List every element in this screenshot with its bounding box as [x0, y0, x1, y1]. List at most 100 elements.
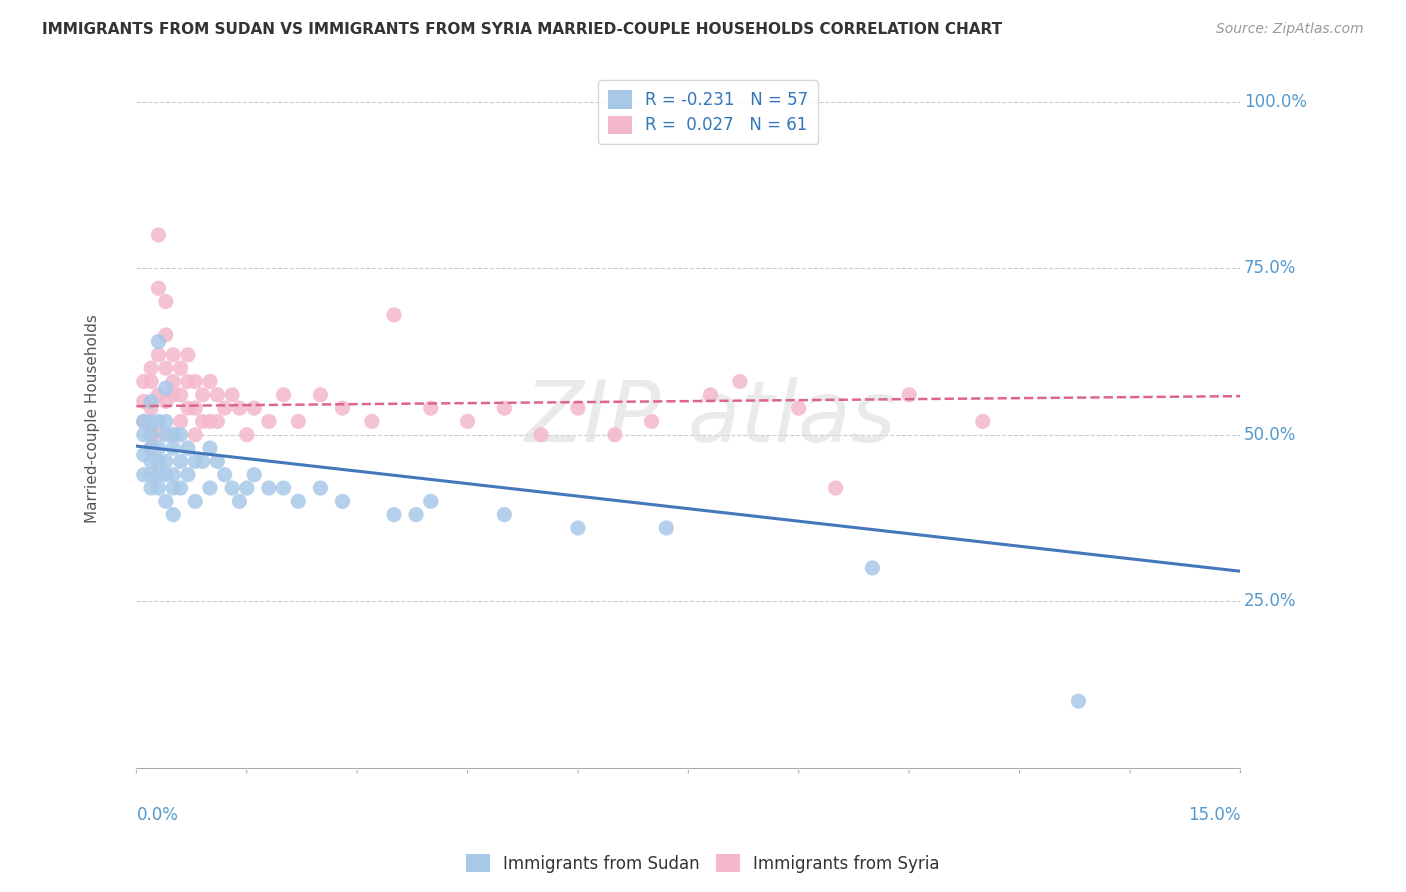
Point	[132, 467, 155, 482]
Point	[139, 414, 162, 428]
Point	[155, 361, 177, 376]
Point	[139, 441, 162, 455]
Point	[139, 394, 162, 409]
Point	[184, 427, 207, 442]
Point	[132, 427, 155, 442]
Point	[148, 334, 170, 349]
Point	[236, 481, 259, 495]
Point	[640, 414, 662, 428]
Point	[257, 414, 280, 428]
Point	[198, 375, 221, 389]
Point	[309, 481, 332, 495]
Point	[257, 481, 280, 495]
Point	[184, 494, 207, 508]
Point	[139, 427, 162, 442]
Point	[191, 414, 214, 428]
Point	[148, 348, 170, 362]
Point	[494, 508, 516, 522]
Point	[207, 454, 229, 468]
Point	[169, 414, 191, 428]
Point	[155, 427, 177, 442]
Point	[1067, 694, 1090, 708]
Point	[860, 561, 883, 575]
Point	[207, 414, 229, 428]
Point	[198, 414, 221, 428]
Point	[405, 508, 427, 522]
Point	[148, 414, 170, 428]
Point	[139, 401, 162, 416]
Point	[972, 414, 994, 428]
Text: Married-couple Households: Married-couple Households	[84, 314, 100, 523]
Point	[530, 427, 553, 442]
Point	[155, 454, 177, 468]
Legend: Immigrants from Sudan, Immigrants from Syria: Immigrants from Sudan, Immigrants from S…	[460, 847, 946, 880]
Point	[162, 348, 184, 362]
Point	[148, 227, 170, 242]
Point	[155, 467, 177, 482]
Point	[139, 454, 162, 468]
Point	[132, 414, 155, 428]
Point	[243, 401, 266, 416]
Text: 0.0%: 0.0%	[136, 806, 179, 824]
Point	[162, 508, 184, 522]
Point	[177, 375, 200, 389]
Point	[221, 388, 243, 402]
Point	[132, 414, 155, 428]
Point	[287, 414, 309, 428]
Point	[273, 388, 295, 402]
Point	[214, 467, 236, 482]
Point	[132, 375, 155, 389]
Point	[177, 401, 200, 416]
Point	[162, 427, 184, 442]
Point	[494, 401, 516, 416]
Point	[228, 494, 250, 508]
Point	[139, 441, 162, 455]
Text: Source: ZipAtlas.com: Source: ZipAtlas.com	[1216, 22, 1364, 37]
Point	[221, 481, 243, 495]
Legend: R = -0.231   N = 57, R =  0.027   N = 61: R = -0.231 N = 57, R = 0.027 N = 61	[598, 80, 818, 145]
Text: 15.0%: 15.0%	[1188, 806, 1240, 824]
Point	[155, 327, 177, 342]
Point	[148, 281, 170, 295]
Point	[155, 381, 177, 395]
Point	[132, 448, 155, 462]
Point	[155, 394, 177, 409]
Point	[824, 481, 846, 495]
Point	[162, 481, 184, 495]
Point	[177, 441, 200, 455]
Point	[139, 427, 162, 442]
Point	[214, 401, 236, 416]
Point	[169, 454, 191, 468]
Point	[169, 361, 191, 376]
Point	[148, 454, 170, 468]
Point	[728, 375, 751, 389]
Point	[169, 388, 191, 402]
Point	[787, 401, 810, 416]
Point	[273, 481, 295, 495]
Point	[309, 388, 332, 402]
Point	[148, 388, 170, 402]
Text: 100.0%: 100.0%	[1244, 93, 1306, 111]
Point	[332, 401, 354, 416]
Point	[155, 294, 177, 309]
Point	[382, 508, 405, 522]
Point	[148, 427, 170, 442]
Point	[139, 481, 162, 495]
Point	[148, 467, 170, 482]
Point	[162, 441, 184, 455]
Point	[198, 481, 221, 495]
Text: ZIP atlas: ZIP atlas	[524, 376, 896, 459]
Point	[162, 375, 184, 389]
Point	[191, 388, 214, 402]
Point	[361, 414, 384, 428]
Point	[655, 521, 678, 535]
Point	[162, 427, 184, 442]
Point	[382, 308, 405, 322]
Point	[162, 467, 184, 482]
Point	[567, 401, 589, 416]
Point	[419, 494, 441, 508]
Text: 50.0%: 50.0%	[1244, 425, 1296, 443]
Point	[603, 427, 626, 442]
Point	[898, 388, 921, 402]
Point	[184, 454, 207, 468]
